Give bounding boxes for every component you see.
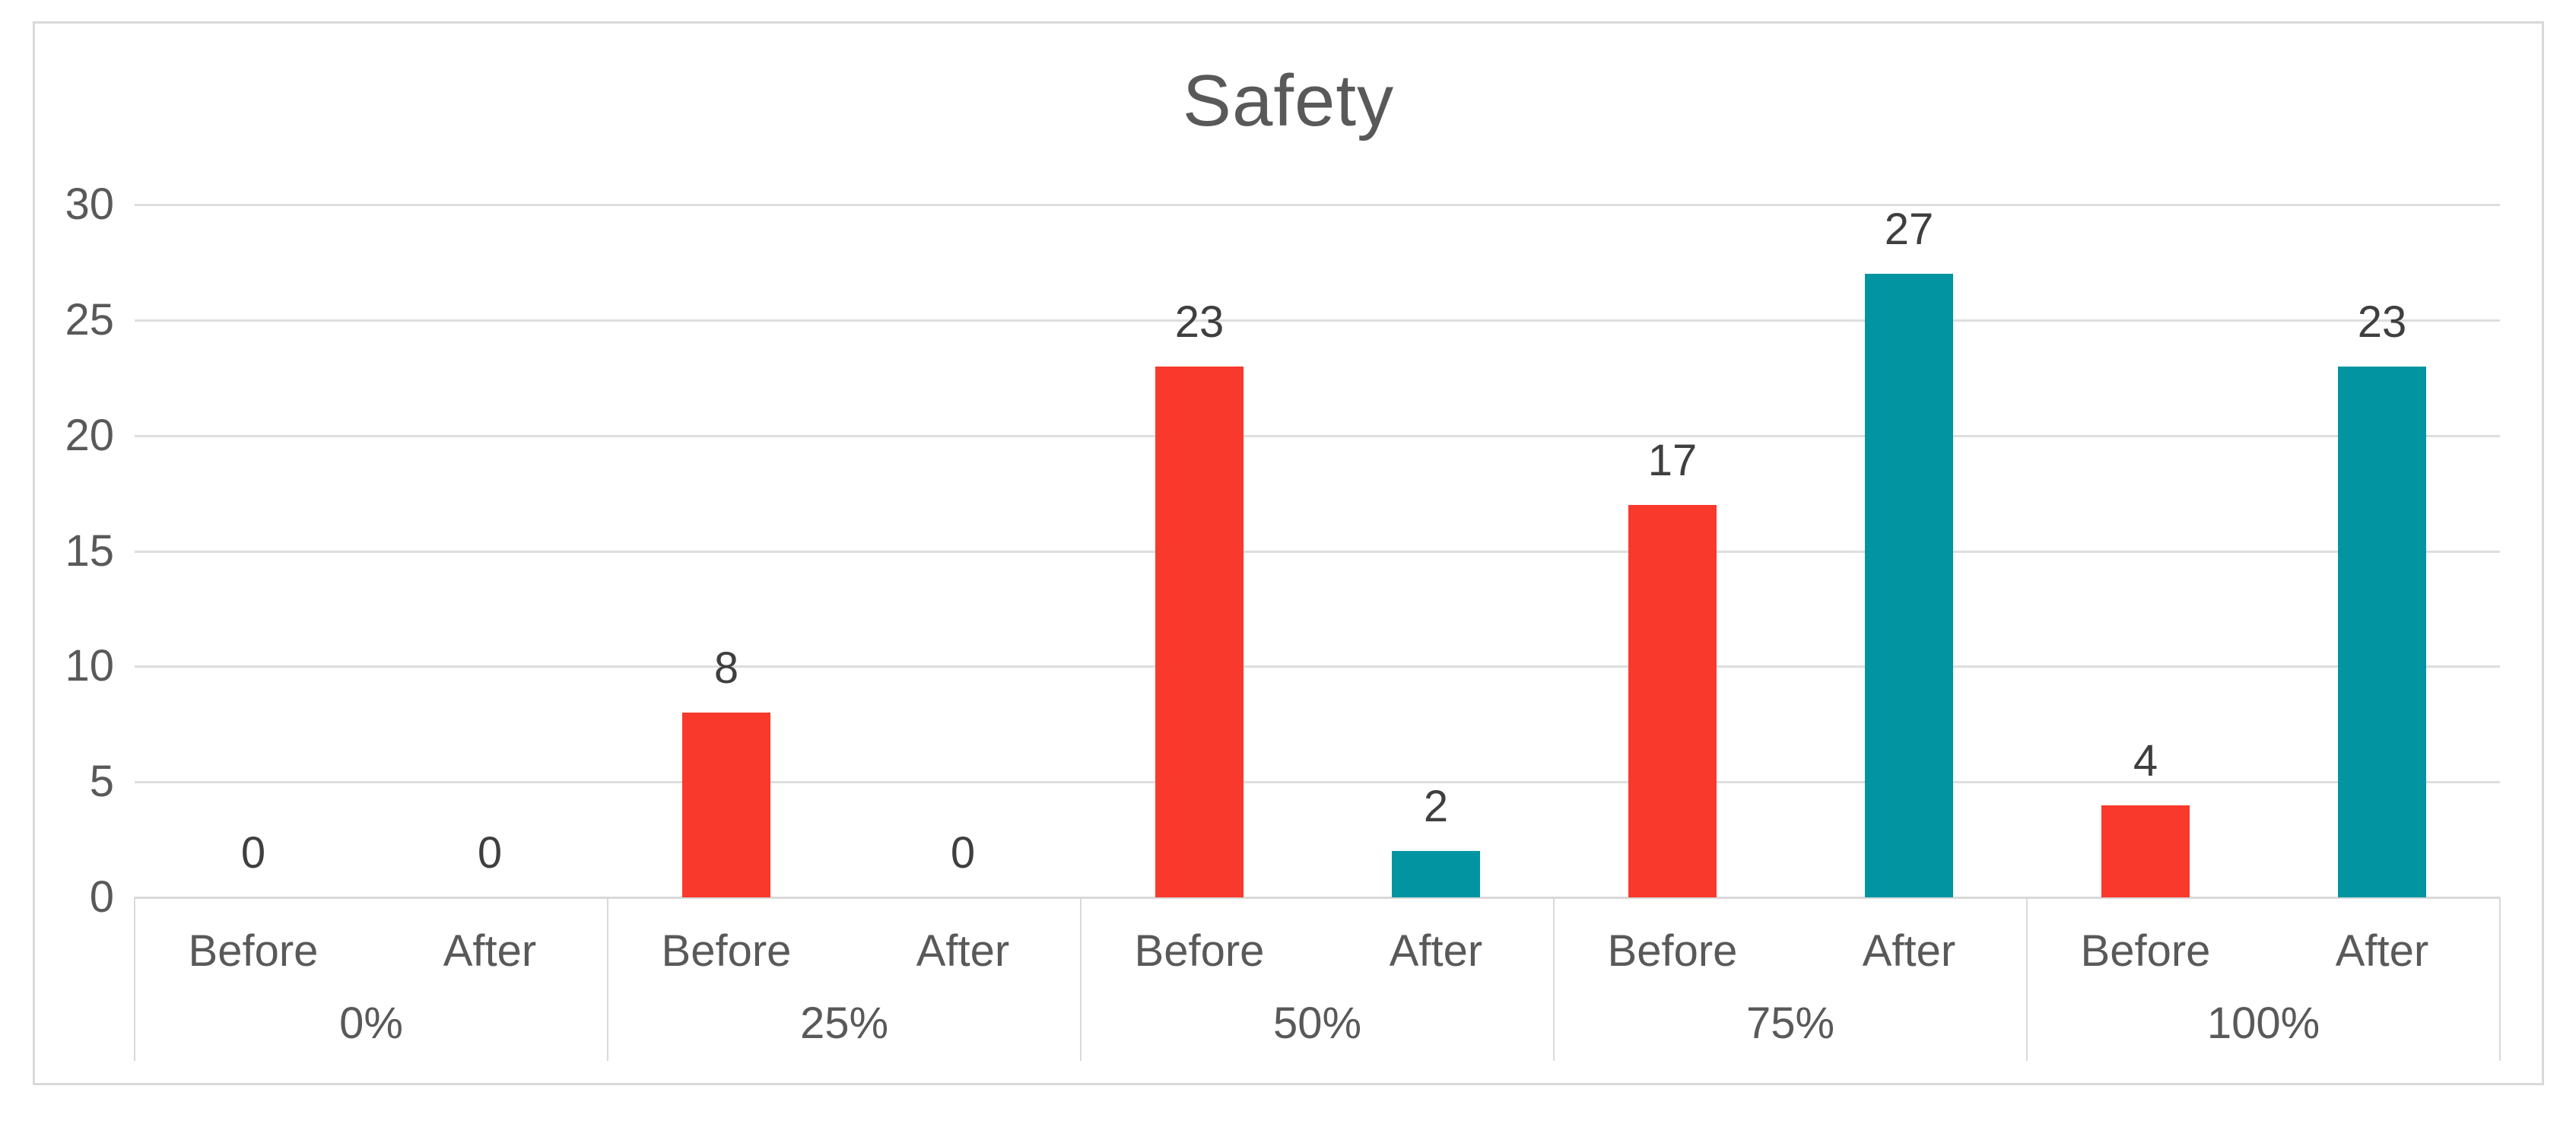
gridline xyxy=(135,781,2500,783)
category-divider xyxy=(2499,897,2501,1061)
bar-value-label-before-0%: 0 xyxy=(240,828,266,878)
y-tick-label-5: 5 xyxy=(89,757,114,806)
x-sub-label-after-100%: After xyxy=(2335,926,2429,976)
category-divider xyxy=(2026,897,2028,1061)
bar-after-75% xyxy=(1865,274,1953,897)
x-sub-label-after-50%: After xyxy=(1389,926,1483,976)
gridline xyxy=(135,319,2500,322)
x-group-label-100%: 100% xyxy=(2206,999,2320,1048)
y-tick-label-25: 25 xyxy=(65,295,114,345)
category-divider xyxy=(1553,897,1555,1061)
bar-before-75% xyxy=(1628,505,1717,897)
bar-after-100% xyxy=(2338,367,2426,897)
bar-value-label-after-50%: 2 xyxy=(1423,782,1449,831)
x-sub-label-after-75%: After xyxy=(1862,926,1956,976)
category-divider xyxy=(134,897,135,1061)
bar-value-label-after-100%: 23 xyxy=(2357,297,2407,347)
bar-value-label-after-25%: 0 xyxy=(950,828,976,878)
bar-value-label-before-75%: 17 xyxy=(1647,436,1698,485)
gridline xyxy=(135,551,2500,553)
bar-after-50% xyxy=(1392,851,1480,897)
y-tick-label-30: 30 xyxy=(65,179,114,229)
chart-title: Safety xyxy=(1182,60,1395,141)
gridline xyxy=(135,665,2500,668)
bar-value-label-after-0%: 0 xyxy=(477,828,503,878)
category-divider xyxy=(1080,897,1082,1061)
x-sub-label-before-25%: Before xyxy=(661,926,792,976)
x-axis-line xyxy=(135,897,2500,899)
bar-before-50% xyxy=(1155,367,1244,897)
x-group-label-75%: 75% xyxy=(1745,999,1835,1048)
gridline xyxy=(135,204,2500,206)
bar-value-label-before-25%: 8 xyxy=(713,643,739,693)
x-group-label-0%: 0% xyxy=(339,999,403,1048)
chart-frame xyxy=(33,21,2544,1085)
x-group-label-25%: 25% xyxy=(799,999,889,1048)
category-divider xyxy=(607,897,608,1061)
x-sub-label-after-25%: After xyxy=(916,926,1010,976)
x-sub-label-before-100%: Before xyxy=(2080,926,2211,976)
gridline xyxy=(135,435,2500,437)
bar-before-25% xyxy=(682,713,770,897)
bar-value-label-before-50%: 23 xyxy=(1174,297,1224,347)
bar-value-label-before-100%: 4 xyxy=(2133,736,2158,786)
y-tick-label-15: 15 xyxy=(65,526,114,576)
x-sub-label-before-0%: Before xyxy=(188,926,319,976)
y-tick-label-10: 10 xyxy=(65,641,114,691)
y-tick-label-20: 20 xyxy=(65,411,114,460)
bar-before-100% xyxy=(2101,805,2190,897)
x-sub-label-before-75%: Before xyxy=(1607,926,1738,976)
x-group-label-50%: 50% xyxy=(1272,999,1362,1048)
y-tick-label-0: 0 xyxy=(89,872,114,922)
x-sub-label-after-0%: After xyxy=(443,926,537,976)
x-sub-label-before-50%: Before xyxy=(1134,926,1265,976)
bar-value-label-after-75%: 27 xyxy=(1884,205,1934,254)
